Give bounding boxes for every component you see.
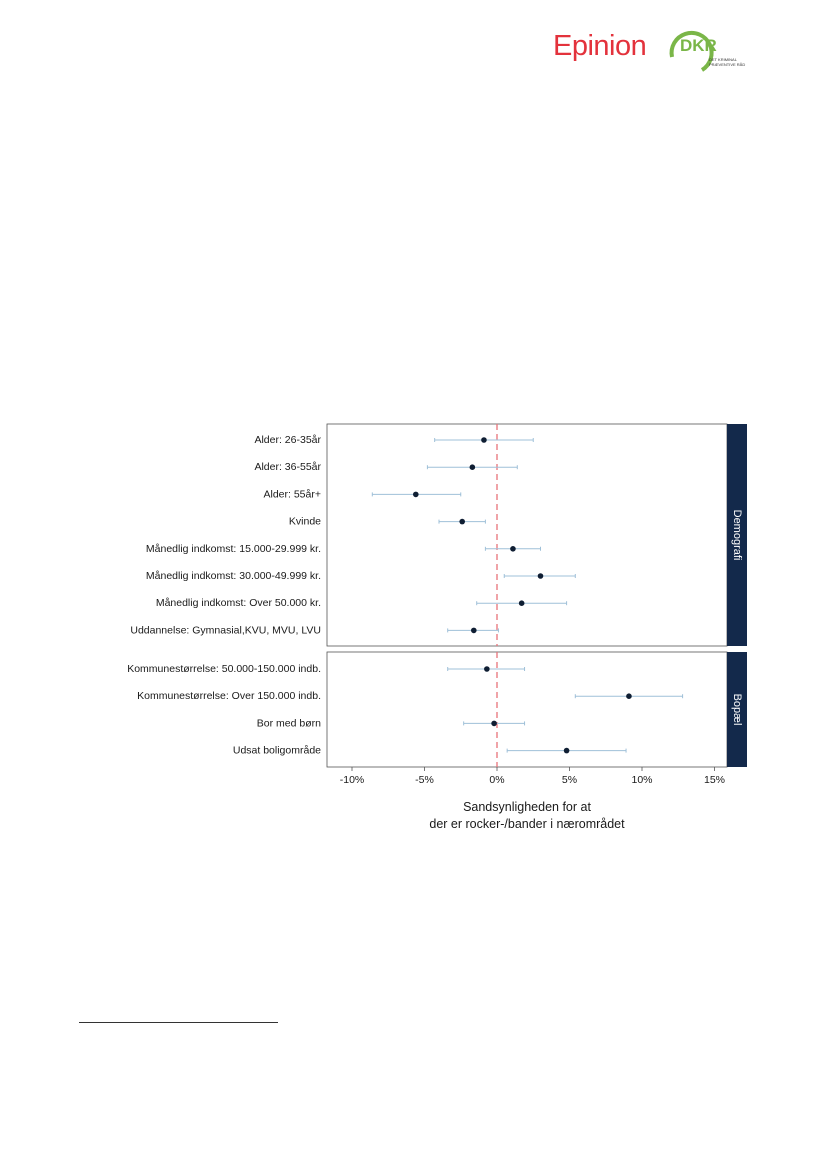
footnote-divider	[79, 1022, 278, 1023]
facet-strip	[727, 652, 747, 767]
estimate-point	[469, 464, 476, 471]
facet-label: Bopæl	[731, 694, 743, 726]
row-label: Månedlig indkomst: Over 50.000 kr.	[156, 597, 321, 609]
estimate-point	[537, 573, 544, 579]
x-tick-label: 0%	[489, 774, 504, 786]
dkr-logo-text: DKR	[680, 36, 717, 55]
x-tick-label: -5%	[415, 774, 434, 786]
dkr-logo-subtitle: DET KRIMINAL PRÆVENTIVE RÅD	[709, 57, 759, 67]
panel-frame	[326, 423, 728, 647]
estimate-point	[510, 546, 516, 552]
row-label: Månedlig indkomst: 30.000-49.999 kr.	[146, 570, 321, 582]
row-label: Kommunestørrelse: Over 150.000 indb.	[137, 690, 321, 702]
row-label: Uddannelse: Gymnasial,KVU, MVU, LVU	[130, 624, 321, 636]
estimate-point	[459, 518, 466, 525]
x-tick-label: 5%	[562, 774, 577, 786]
row-label: Alder: 55år+	[264, 488, 322, 500]
row-label: Bor med børn	[257, 717, 321, 729]
row-label: Månedlig indkomst: 15.000-29.999 kr.	[146, 543, 321, 555]
x-axis-label-line1: Sandsynligheden for at	[463, 800, 591, 814]
x-tick-label: 10%	[631, 774, 652, 786]
facet-label: Demografi	[731, 510, 743, 561]
dkr-subtitle-line1: DET KRIMINAL	[709, 57, 737, 62]
dkr-subtitle-line2: PRÆVENTIVE RÅD	[709, 62, 746, 67]
estimate-point	[518, 600, 525, 606]
dkr-logo: DKR DET KRIMINAL PRÆVENTIVE RÅD	[664, 27, 754, 77]
x-axis-label-line2: der er rocker-/bander i nærområdet	[429, 817, 625, 831]
facet-strip	[727, 424, 747, 646]
epinion-logo: Epinion	[553, 30, 647, 62]
row-label: Alder: 26-35år	[254, 434, 321, 446]
x-tick-label: -10%	[340, 774, 365, 786]
estimate-point	[626, 693, 632, 699]
estimate-point	[471, 627, 477, 634]
estimate-point	[413, 491, 419, 498]
estimate-point	[481, 437, 487, 443]
dkr-ring-icon	[669, 30, 714, 72]
row-label: Kommunestørrelse: 50.000-150.000 indb.	[127, 663, 321, 675]
x-tick-label: 15%	[704, 774, 725, 786]
row-label: Udsat boligområde	[233, 745, 321, 757]
estimate-point	[563, 747, 570, 754]
estimate-point	[491, 720, 497, 727]
estimate-point	[484, 666, 490, 672]
row-label: Alder: 36-55år	[254, 461, 321, 473]
panel-frame	[326, 651, 728, 768]
row-label: Kvinde	[289, 516, 321, 528]
